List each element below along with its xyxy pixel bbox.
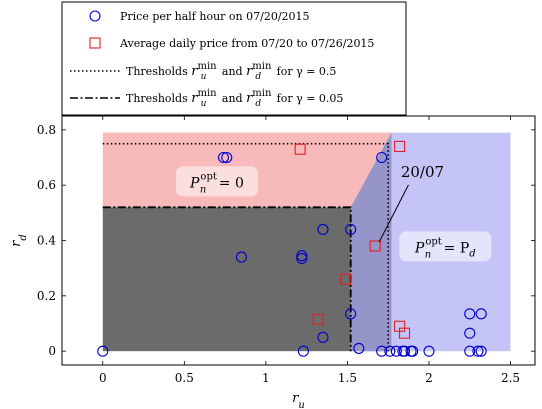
y-tick-label: 0.2	[37, 289, 56, 303]
price-circle-marker	[407, 345, 419, 357]
y-tick-label: 0	[48, 344, 56, 358]
price-circle-marker	[376, 151, 388, 164]
y-tick-label: 0.4	[37, 234, 56, 248]
annotations: Popt n = 0 Popt n = Pd 20/07	[175, 163, 492, 262]
avg-price-square-marker	[294, 143, 306, 155]
price-circle-marker	[221, 151, 233, 164]
threshold-lines	[102, 142, 390, 352]
data-markers	[97, 140, 487, 357]
avg-price-square-marker	[312, 313, 324, 325]
annotation-arrow	[378, 184, 409, 243]
y-axis-label: rd	[9, 234, 29, 247]
x-tick-label: 0	[99, 371, 107, 385]
x-tick-label: 2	[425, 371, 433, 385]
x-axis-label: ru	[292, 391, 305, 409]
avg-price-square-marker	[394, 140, 406, 152]
threshold-gamma-005	[102, 206, 352, 352]
price-circle-marker	[217, 151, 230, 164]
price-circle-marker	[97, 345, 109, 357]
legend-box	[61, 1, 407, 116]
y-tick-label: 0.6	[37, 178, 56, 192]
price-circle-marker	[464, 327, 476, 339]
price-circle-marker	[296, 252, 308, 265]
price-circle-marker	[317, 331, 329, 343]
price-circle-marker	[475, 345, 487, 357]
x-tick-label: 1	[262, 371, 270, 385]
legend-square-icon	[89, 37, 101, 49]
legend: Price per half hour on 07/20/2015 Average…	[61, 1, 407, 116]
axis-ticks: 0 0.5 1 1.5 2 2.5 0 0.2 0.4 0.6 0.8	[37, 116, 535, 385]
price-circle-marker	[464, 345, 476, 357]
x-tick-label: 0.5	[175, 371, 194, 385]
region-overlap	[350, 132, 392, 352]
legend-label: Thresholds rmin u and rmin d for γ = 0.05	[126, 88, 343, 109]
price-circle-marker	[475, 308, 487, 320]
legend-circle-icon	[89, 10, 101, 22]
annotation-date: 20/07	[401, 163, 444, 181]
avg-price-square-marker	[340, 273, 352, 285]
price-circle-marker	[235, 251, 247, 263]
legend-label: Thresholds rmin u and rmin d for γ = 0.5	[126, 61, 336, 82]
price-circle-marker	[353, 342, 365, 354]
x-tick-label: 1.5	[338, 371, 357, 385]
x-tick-label: 2.5	[501, 371, 520, 385]
price-circle-marker	[345, 223, 357, 235]
price-circle-marker	[398, 345, 411, 357]
legend-label: Average daily price from 07/20 to 07/26/…	[119, 37, 374, 50]
price-circle-marker	[317, 223, 329, 235]
price-circle-marker	[376, 345, 388, 357]
avg-price-square-marker	[398, 327, 411, 339]
annotation-pn-pd: Popt n = Pd	[414, 236, 476, 260]
annotation-pn-pd-box	[399, 231, 492, 262]
legend-label: Price per half hour on 07/20/2015	[120, 10, 310, 23]
chart-regions	[102, 132, 511, 352]
price-circle-marker	[345, 308, 357, 320]
region-gray	[102, 207, 351, 352]
price-circle-marker	[423, 345, 435, 357]
y-tick-label: 0.8	[37, 123, 56, 137]
annotation-pn-zero-box	[175, 166, 258, 197]
price-circle-marker	[297, 345, 309, 357]
annotation-pn-zero: Popt n = 0	[189, 171, 244, 195]
price-circle-marker	[464, 308, 476, 320]
price-circle-marker	[296, 250, 308, 262]
avg-price-square-marker	[369, 240, 381, 252]
price-circle-marker	[472, 345, 484, 357]
price-circle-marker	[390, 345, 402, 357]
price-circle-marker	[384, 345, 396, 357]
threshold-gamma-05	[102, 142, 390, 352]
